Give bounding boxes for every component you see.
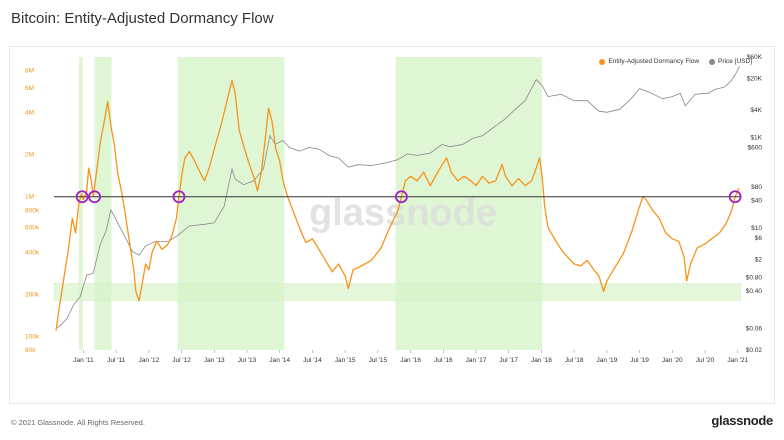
legend-label-flow: Entity-Adjusted Dormancy Flow: [608, 58, 700, 65]
x-axis-tick: Jan '16: [400, 357, 421, 364]
legend-item-flow[interactable]: Entity-Adjusted Dormancy Flow: [599, 58, 699, 65]
x-axis-tick: Jul '15: [369, 357, 388, 364]
x-axis-tick: Jan '20: [662, 357, 683, 364]
legend-item-price[interactable]: Price [USD]: [709, 58, 752, 65]
chart-frame: glassnode 8M 6M 4M 2M 1M 800k 600k 400k 200k 100k 8…: [9, 46, 775, 404]
x-axis-tick: Jan '17: [466, 357, 487, 364]
x-axis-tick: Jan '14: [269, 357, 290, 364]
left-axis-tick: 80k: [25, 347, 36, 354]
right-axis-tick: $0.40: [746, 288, 763, 295]
green-band-2: [177, 57, 285, 350]
footer-copyright: © 2021 Glassnode. All Rights Reserved.: [11, 418, 145, 427]
right-axis-tick: $80: [751, 184, 762, 191]
x-axis-tick: Jul '18: [565, 357, 584, 364]
signal-marker-0: [75, 190, 89, 204]
right-axis-tick: $6: [755, 235, 763, 242]
x-axis-tick: Jul '19: [630, 357, 649, 364]
right-axis-tick: $0.80: [746, 275, 763, 282]
right-axis-tick: $10: [751, 225, 762, 232]
left-axis-tick: 1M: [25, 194, 34, 201]
green-band-3: [395, 57, 543, 350]
x-axis-tick: Jan '12: [138, 357, 159, 364]
right-axis-tick: $2: [755, 257, 763, 264]
signal-marker-4: [728, 190, 742, 204]
right-axis-tick: $0.06: [746, 325, 763, 332]
x-axis-tick: Jul '13: [238, 357, 257, 364]
signal-marker-3: [395, 190, 408, 204]
price-line: [55, 65, 741, 329]
right-axis-tick: $40: [751, 198, 762, 205]
x-axis-tick: Jul '14: [303, 357, 322, 364]
left-axis-tick: 4M: [25, 110, 34, 117]
legend-label-price: Price [USD]: [718, 58, 752, 65]
footer-brand-logo[interactable]: glassnode: [711, 413, 773, 428]
signal-marker-1: [88, 190, 101, 204]
x-axis-tick: Jul '16: [434, 357, 453, 364]
signal-marker-2: [172, 190, 186, 204]
x-axis-tick: Jul '12: [172, 357, 191, 364]
x-axis-tick: Jan '15: [335, 357, 356, 364]
left-axis-tick: 600k: [25, 225, 40, 232]
left-axis-tick: 100k: [25, 333, 40, 340]
x-axis-tick: Jan '19: [596, 357, 617, 364]
green-band-0: [78, 57, 83, 350]
chart-plot: glassnode 8M 6M 4M 2M 1M 800k 600k 400k 200k 100k 8…: [25, 54, 763, 364]
low-band: [53, 283, 742, 302]
chart-legend: Entity-Adjusted Dormancy Flow Price [USD…: [599, 58, 752, 65]
right-axis-tick: $20K: [747, 76, 763, 83]
left-axis-tick: 400k: [25, 249, 40, 256]
left-axis-tick: 6M: [25, 85, 34, 92]
watermark: glassnode: [309, 192, 497, 234]
x-axis-tick: Jan '18: [531, 357, 552, 364]
chart-title: Bitcoin: Entity-Adjusted Dormancy Flow: [11, 10, 274, 27]
right-axis-tick: $600: [748, 144, 763, 151]
flow-line: [55, 79, 740, 331]
x-axis-tick: Jul '11: [107, 357, 125, 364]
right-axis-tick: $60K: [747, 54, 763, 61]
x-axis-tick: Jan '13: [204, 357, 225, 364]
right-axis-tick: $4K: [750, 107, 762, 114]
x-axis-tick: Jan '21: [727, 357, 748, 364]
left-axis-tick: 800k: [25, 207, 40, 214]
left-axis-tick: 2M: [25, 152, 34, 159]
left-axis-tick: 8M: [25, 68, 34, 75]
x-axis-tick: Jul '20: [696, 357, 715, 364]
legend-swatch-flow: [599, 58, 606, 65]
x-axis-tick: Jul '17: [499, 357, 518, 364]
x-axis-tick: Jan '11: [73, 357, 94, 364]
green-band-1: [94, 57, 112, 350]
right-axis-tick: $1K: [750, 134, 762, 141]
left-axis-tick: 200k: [25, 291, 40, 298]
legend-swatch-price: [709, 58, 716, 65]
right-axis-tick: $0.02: [746, 347, 763, 354]
